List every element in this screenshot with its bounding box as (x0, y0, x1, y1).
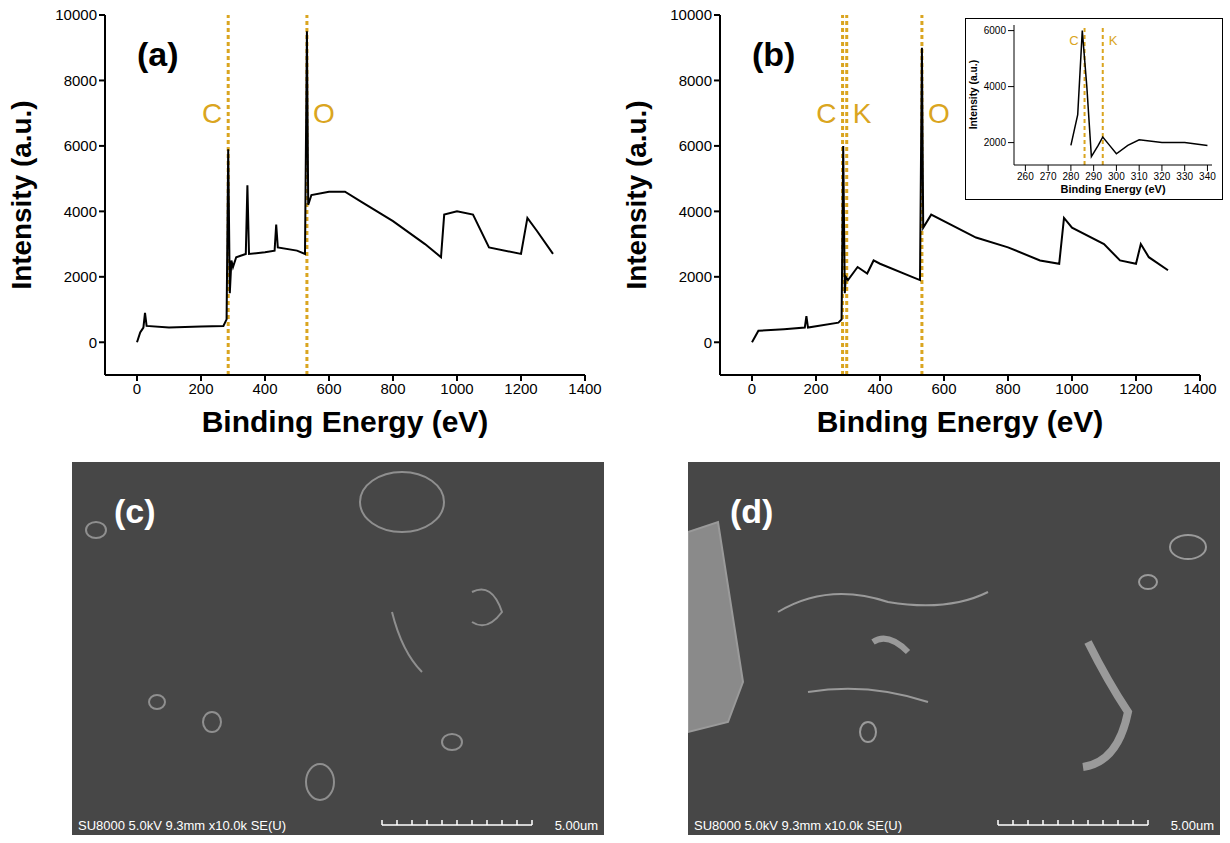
svg-text:400: 400 (252, 380, 277, 397)
svg-text:280: 280 (1063, 171, 1080, 182)
html-text:Binding Energy (eV): Binding Energy (eV) (201, 405, 489, 438)
svg-text:2000: 2000 (679, 268, 712, 285)
svg-text:6000: 6000 (679, 137, 712, 154)
svg-text:10000: 10000 (670, 6, 712, 23)
svg-text:K: K (1109, 33, 1118, 48)
svg-text:4000: 4000 (984, 81, 1007, 92)
svg-text:0: 0 (748, 380, 756, 397)
svg-text:1400: 1400 (568, 380, 601, 397)
svg-text:400: 400 (867, 380, 892, 397)
svg-text:330: 330 (1176, 171, 1193, 182)
html-text:(d): (d) (730, 492, 774, 530)
html-text:5.00um: 5.00um (1170, 818, 1214, 833)
svg-text:1000: 1000 (1055, 380, 1088, 397)
svg-text:C: C (202, 98, 222, 129)
html-text:Intensity (a.u.): Intensity (a.u.) (968, 60, 980, 130)
svg-text:2000: 2000 (984, 137, 1007, 148)
html-text:(c): (c) (114, 492, 156, 530)
svg-text:1400: 1400 (1183, 380, 1216, 397)
html-text:Intensity (a.u.): Intensity (a.u.) (6, 100, 37, 290)
svg-text:8000: 8000 (679, 72, 712, 89)
svg-text:270: 270 (1040, 171, 1057, 182)
svg-text:C: C (1069, 33, 1078, 48)
svg-text:600: 600 (931, 380, 956, 397)
html-text:Binding Energy (eV): Binding Energy (eV) (816, 405, 1104, 438)
html-text:Binding Energy (eV): Binding Energy (eV) (1060, 183, 1166, 195)
svg-text:800: 800 (380, 380, 405, 397)
svg-text:1200: 1200 (504, 380, 537, 397)
svg-text:1200: 1200 (1119, 380, 1152, 397)
svg-text:200: 200 (188, 380, 213, 397)
svg-text:O: O (313, 98, 335, 129)
svg-text:300: 300 (1108, 171, 1125, 182)
svg-text:6000: 6000 (984, 25, 1007, 36)
svg-text:600: 600 (316, 380, 341, 397)
svg-text:800: 800 (995, 380, 1020, 397)
svg-text:K: K (853, 98, 872, 129)
html-text:5.00um: 5.00um (554, 818, 598, 833)
svg-text:1000: 1000 (440, 380, 473, 397)
html-text:SU8000 5.0kV 9.3mm x10.0k SE(U: SU8000 5.0kV 9.3mm x10.0k SE(U) (78, 818, 287, 833)
svg-text:8000: 8000 (64, 72, 97, 89)
svg-text:0: 0 (133, 380, 141, 397)
svg-text:340: 340 (1199, 171, 1216, 182)
svg-text:290: 290 (1085, 171, 1102, 182)
svg-text:320: 320 (1154, 171, 1171, 182)
svg-text:4000: 4000 (679, 203, 712, 220)
svg-text:6000: 6000 (64, 137, 97, 154)
html-text:Intensity (a.u.): Intensity (a.u.) (621, 100, 652, 290)
svg-text:310: 310 (1131, 171, 1148, 182)
svg-text:200: 200 (803, 380, 828, 397)
svg-text:O: O (928, 98, 950, 129)
html-text:(a): (a) (137, 35, 179, 73)
svg-text:C: C (816, 98, 836, 129)
svg-text:0: 0 (89, 334, 97, 351)
svg-text:0: 0 (704, 334, 712, 351)
svg-text:260: 260 (1017, 171, 1034, 182)
html-text:(b): (b) (752, 35, 796, 73)
svg-text:10000: 10000 (55, 6, 97, 23)
html-text:SU8000 5.0kV 9.3mm x10.0k SE(U: SU8000 5.0kV 9.3mm x10.0k SE(U) (694, 818, 903, 833)
svg-text:2000: 2000 (64, 268, 97, 285)
svg-text:4000: 4000 (64, 203, 97, 220)
